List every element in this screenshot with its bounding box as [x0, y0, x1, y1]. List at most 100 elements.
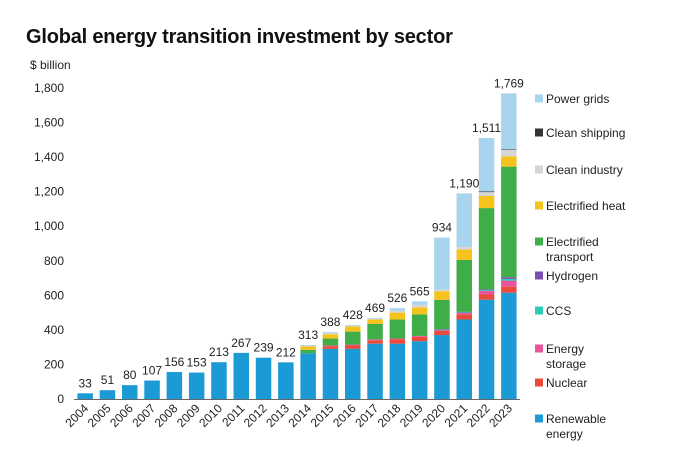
bar-segment: [434, 289, 450, 292]
bar-segment: [300, 346, 316, 350]
legend-label: CCS: [546, 304, 571, 318]
x-tick-label: 2018: [375, 401, 404, 430]
bar-segment: [456, 311, 472, 313]
legend-label: Electrified heat: [546, 199, 626, 213]
bar-segment: [367, 319, 383, 324]
bar-segment: [367, 343, 383, 399]
legend-label: Clean shipping: [546, 126, 625, 140]
bar-segment: [411, 314, 428, 336]
bar-segment: [434, 299, 450, 330]
bar-total-label: 107: [142, 364, 162, 378]
bar-total-label: 267: [231, 336, 251, 350]
x-tick-label: 2006: [107, 401, 136, 430]
x-tick-label: 2021: [442, 401, 471, 430]
bar-segment: [322, 348, 339, 399]
bar-total-label: 428: [343, 308, 363, 322]
bar-segment: [478, 191, 495, 193]
bar-segment: [478, 195, 495, 209]
bar-segment: [389, 308, 406, 311]
bar-segment: [367, 317, 383, 319]
y-tick-label: 400: [44, 323, 64, 337]
bar-segment: [478, 294, 495, 300]
x-tick-label: 2023: [486, 401, 515, 430]
bar-segment: [456, 314, 472, 320]
bar-segment: [501, 286, 517, 293]
bar-segment: [478, 290, 495, 292]
bar-segment: [411, 336, 428, 342]
bar-segment: [478, 289, 495, 291]
bar-total-label: 934: [432, 221, 452, 235]
bar-total-label: 239: [254, 341, 274, 355]
x-tick-label: 2012: [241, 401, 270, 430]
bar-segment: [389, 319, 406, 339]
legend-label: Energy: [546, 342, 584, 356]
bar-segment: [501, 149, 517, 150]
bar-segment: [389, 312, 406, 320]
legend-label: Nuclear: [546, 376, 587, 390]
bar-segment: [367, 340, 383, 344]
bar-total-label: 51: [101, 373, 115, 387]
x-tick-label: 2014: [285, 401, 314, 430]
bar-segment: [456, 246, 472, 250]
bar-total-label: 1,511: [472, 121, 501, 135]
bar-segment: [389, 339, 406, 344]
x-tick-label: 2010: [196, 401, 225, 430]
bar-segment: [411, 301, 428, 305]
bar-segment: [322, 338, 339, 346]
bar-segment: [345, 345, 361, 349]
bar-segment: [456, 319, 472, 399]
bar-segment: [434, 329, 450, 331]
y-tick-label: 1,600: [34, 116, 64, 130]
bar-segment: [122, 385, 138, 399]
x-axis: 2004200520062007200820092010201120122013…: [62, 399, 520, 430]
bar-segment: [367, 323, 383, 340]
bar-segment: [434, 329, 450, 330]
bar-segment: [345, 344, 361, 346]
bar-total-label: 1,190: [449, 176, 479, 190]
bar-total-label: 526: [387, 291, 407, 305]
legend-swatch: [535, 201, 543, 210]
bar-segment: [211, 362, 227, 399]
bar-segment: [411, 304, 428, 308]
bar-segment: [434, 335, 450, 399]
x-tick-label: 2017: [352, 401, 381, 430]
bar-segment: [255, 357, 272, 399]
x-tick-label: 2007: [129, 401, 158, 430]
legend-swatch: [535, 271, 543, 280]
legend-swatch: [535, 306, 543, 315]
bar-segment: [501, 277, 517, 279]
legend-swatch: [535, 94, 543, 103]
bar-segment: [322, 331, 339, 333]
bar-total-label: 469: [365, 301, 385, 315]
bar-segment: [411, 335, 428, 337]
bar-segment: [389, 343, 406, 399]
bar-segment: [345, 348, 361, 399]
bar-total-label: 153: [187, 356, 207, 370]
x-tick-label: 2008: [152, 401, 181, 430]
bar-segment: [501, 156, 517, 167]
x-tick-label: 2020: [419, 401, 448, 430]
bar-segment: [501, 93, 517, 150]
x-tick-label: 2016: [330, 401, 359, 430]
bar-segment: [411, 341, 428, 399]
bar-segment: [300, 344, 316, 346]
bar-segment: [456, 312, 472, 313]
y-tick-label: 1,000: [34, 219, 64, 233]
legend-label: energy: [546, 427, 583, 441]
bar-segment: [456, 193, 472, 247]
bar-segment: [367, 339, 383, 341]
y-tick-label: 1,400: [34, 150, 64, 164]
bar-segment: [345, 325, 361, 326]
bar-total-label: 156: [164, 355, 184, 369]
legend-label: Renewable: [546, 412, 606, 426]
legend-label: transport: [546, 250, 594, 264]
bar-total-label: 565: [410, 284, 430, 298]
bar-segment: [389, 338, 406, 340]
bar-segment: [77, 393, 93, 399]
legend-swatch: [535, 128, 543, 137]
legend-label: storage: [546, 357, 586, 371]
bar-segment: [501, 149, 517, 157]
bar-segment: [478, 137, 495, 192]
bar-total-label: 212: [276, 345, 296, 359]
bar-total-label: 33: [78, 376, 92, 390]
